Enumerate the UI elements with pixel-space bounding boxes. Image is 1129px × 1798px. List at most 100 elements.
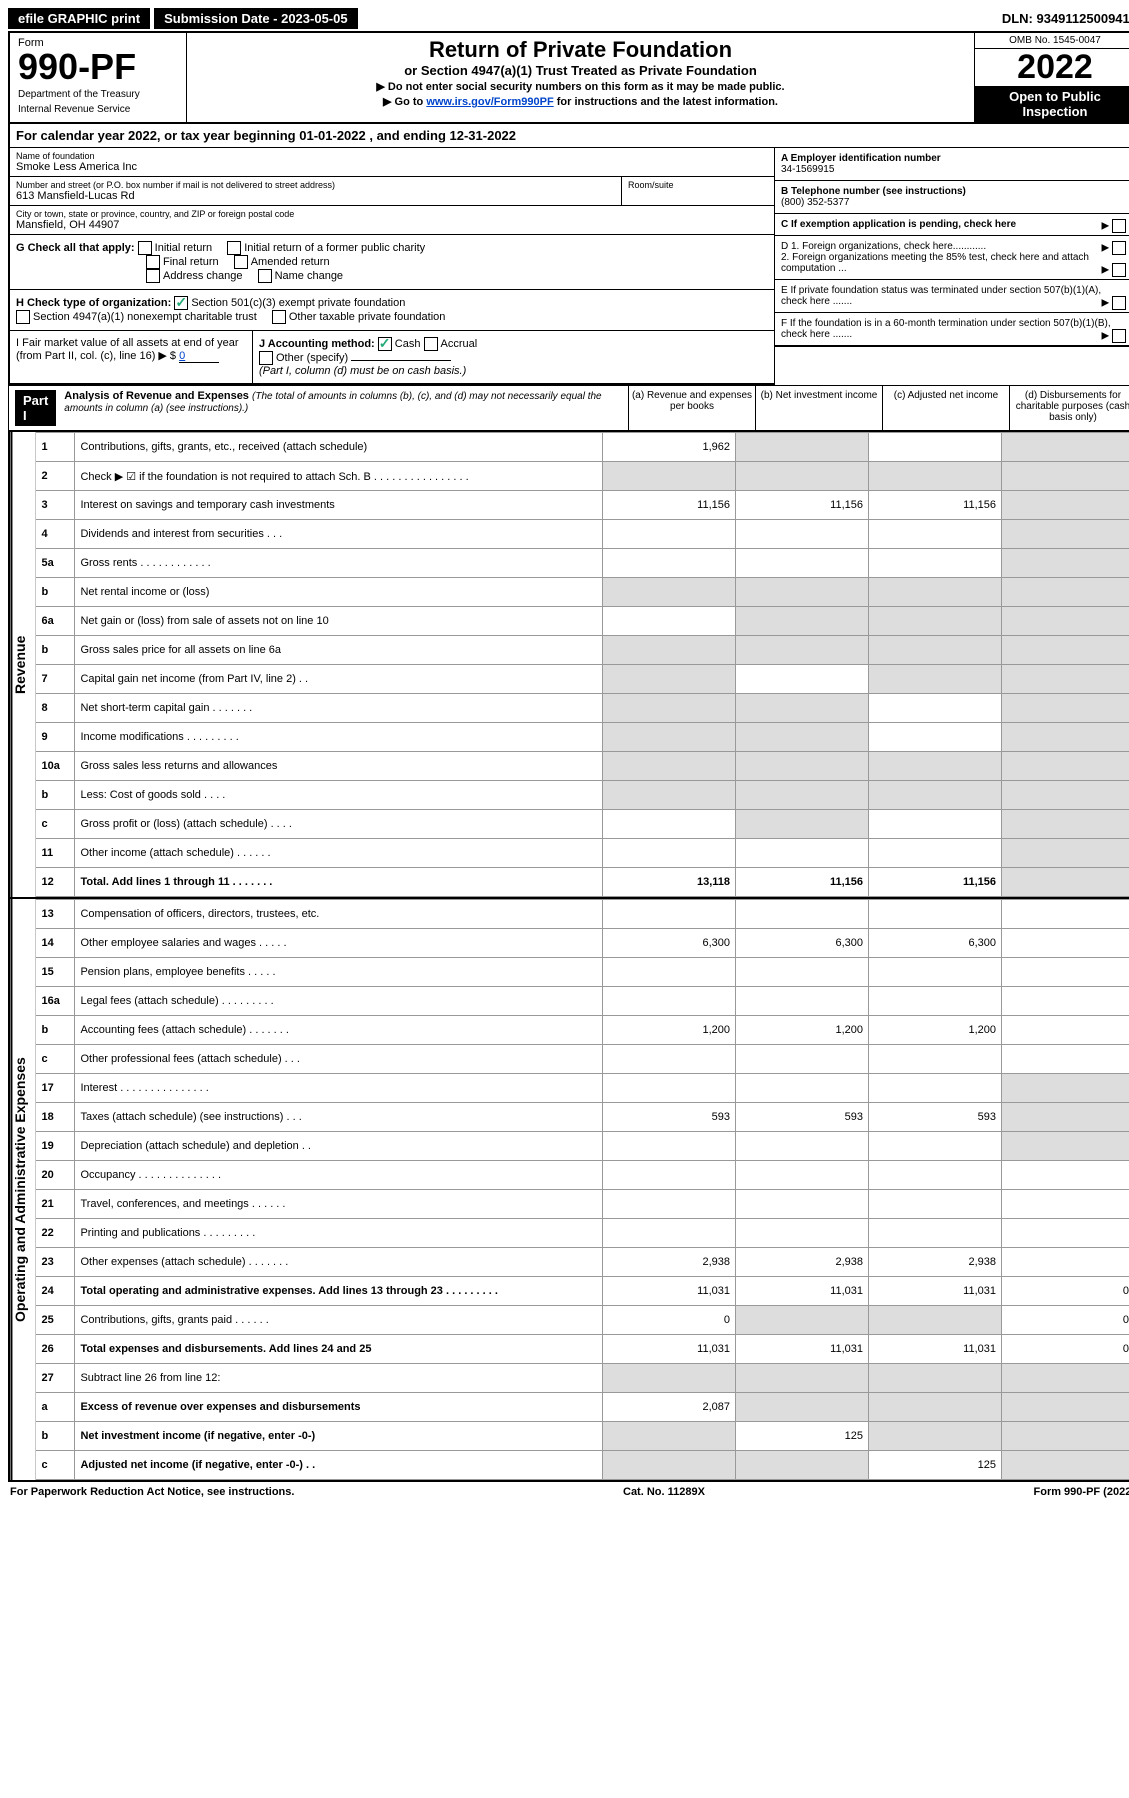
- j-box: J Accounting method: Cash Accrual Other …: [253, 331, 774, 383]
- chk-c[interactable]: [1112, 219, 1126, 233]
- table-row: cGross profit or (loss) (attach schedule…: [36, 810, 1129, 839]
- table-row: 16aLegal fees (attach schedule) . . . . …: [36, 987, 1129, 1016]
- efile-print-btn[interactable]: efile GRAPHIC print: [8, 8, 150, 29]
- table-row: bGross sales price for all assets on lin…: [36, 636, 1129, 665]
- j-note: (Part I, column (d) must be on cash basi…: [259, 365, 466, 377]
- name-cell: Name of foundation Smoke Less America In…: [10, 148, 774, 177]
- form-title: Return of Private Foundation: [191, 37, 970, 63]
- addr-cell: Number and street (or P.O. box number if…: [10, 177, 622, 206]
- tel-label: B Telephone number (see instructions): [781, 186, 966, 197]
- footer-right: Form 990-PF (2022): [1034, 1486, 1129, 1498]
- chk-name-change[interactable]: Name change: [258, 270, 344, 282]
- table-row: 12Total. Add lines 1 through 11 . . . . …: [36, 868, 1129, 897]
- table-row: 10aGross sales less returns and allowanc…: [36, 752, 1129, 781]
- j-label: J Accounting method:: [259, 338, 375, 350]
- table-row: 19Depreciation (attach schedule) and dep…: [36, 1132, 1129, 1161]
- table-row: bAccounting fees (attach schedule) . . .…: [36, 1016, 1129, 1045]
- table-row: 21Travel, conferences, and meetings . . …: [36, 1190, 1129, 1219]
- chk-other-method[interactable]: Other (specify): [259, 352, 348, 364]
- street-address: 613 Mansfield-Lucas Rd: [16, 190, 615, 202]
- year-box: OMB No. 1545-0047 2022 Open to Public In…: [974, 33, 1129, 122]
- i-j-row: I Fair market value of all assets at end…: [10, 331, 774, 385]
- page-footer: For Paperwork Reduction Act Notice, see …: [8, 1482, 1129, 1502]
- table-row: 5aGross rents . . . . . . . . . . . .: [36, 549, 1129, 578]
- irs-link[interactable]: www.irs.gov/Form990PF: [426, 96, 553, 108]
- chk-d2[interactable]: [1112, 263, 1126, 277]
- ein-label: A Employer identification number: [781, 153, 941, 164]
- chk-address[interactable]: Address change: [146, 270, 243, 282]
- chk-f[interactable]: [1112, 329, 1126, 343]
- room-label: Room/suite: [628, 180, 768, 190]
- room-cell: Room/suite: [622, 177, 774, 206]
- irs-text: Internal Revenue Service: [18, 104, 178, 115]
- dln-text: DLN: 93491125009413: [1002, 11, 1129, 26]
- part1-badge: Part I: [15, 390, 56, 426]
- table-row: 7Capital gain net income (from Part IV, …: [36, 665, 1129, 694]
- c-label: C If exemption application is pending, c…: [781, 219, 1016, 230]
- col-d-head: (d) Disbursements for charitable purpose…: [1009, 386, 1129, 430]
- table-row: 17Interest . . . . . . . . . . . . . . .: [36, 1074, 1129, 1103]
- i-value: 0: [179, 350, 219, 363]
- table-row: 1Contributions, gifts, grants, etc., rec…: [36, 433, 1129, 462]
- table-row: 24Total operating and administrative exp…: [36, 1277, 1129, 1306]
- revenue-side-label: Revenue: [10, 432, 35, 897]
- city-cell: City or town, state or province, country…: [10, 206, 774, 235]
- chk-amended[interactable]: Amended return: [234, 256, 330, 268]
- col-b-head: (b) Net investment income: [755, 386, 882, 430]
- c-box: C If exemption application is pending, c…: [775, 214, 1129, 236]
- chk-cash[interactable]: Cash: [378, 338, 421, 350]
- top-bar: efile GRAPHIC print Submission Date - 20…: [8, 8, 1129, 29]
- footer-mid: Cat. No. 11289X: [623, 1486, 705, 1498]
- calendar-year-row: For calendar year 2022, or tax year begi…: [8, 124, 1129, 148]
- form-subtitle: or Section 4947(a)(1) Trust Treated as P…: [191, 63, 970, 78]
- addr-row: Number and street (or P.O. box number if…: [10, 177, 774, 206]
- table-row: 15Pension plans, employee benefits . . .…: [36, 958, 1129, 987]
- part1-header-row: Part I Analysis of Revenue and Expenses …: [8, 385, 1129, 432]
- part1-left: Part I Analysis of Revenue and Expenses …: [9, 386, 628, 430]
- h-checkboxes: H Check type of organization: Section 50…: [10, 290, 774, 331]
- i-box: I Fair market value of all assets at end…: [10, 331, 253, 383]
- table-row: 13Compensation of officers, directors, t…: [36, 900, 1129, 929]
- omb-number: OMB No. 1545-0047: [975, 33, 1129, 49]
- col-a-head: (a) Revenue and expenses per books: [628, 386, 755, 430]
- table-row: bLess: Cost of goods sold . . . .: [36, 781, 1129, 810]
- chk-initial[interactable]: Initial return: [138, 242, 212, 254]
- g-label: G Check all that apply:: [16, 242, 135, 254]
- revenue-table: 1Contributions, gifts, grants, etc., rec…: [35, 432, 1129, 897]
- d2-label: 2. Foreign organizations meeting the 85%…: [781, 252, 1089, 274]
- cal-end: 12-31-2022: [450, 128, 517, 143]
- col-c-head: (c) Adjusted net income: [882, 386, 1009, 430]
- table-row: cAdjusted net income (if negative, enter…: [36, 1451, 1129, 1480]
- chk-e[interactable]: [1112, 296, 1126, 310]
- table-row: 18Taxes (attach schedule) (see instructi…: [36, 1103, 1129, 1132]
- table-row: bNet rental income or (loss): [36, 578, 1129, 607]
- cal-mid: , and ending: [366, 128, 450, 143]
- chk-other-tax[interactable]: Other taxable private foundation: [272, 311, 446, 323]
- city-state-zip: Mansfield, OH 44907: [16, 219, 768, 231]
- instr-ssn: ▶ Do not enter social security numbers o…: [191, 80, 970, 93]
- table-row: 25Contributions, gifts, grants paid . . …: [36, 1306, 1129, 1335]
- chk-d1[interactable]: [1112, 241, 1126, 255]
- form-number: 990-PF: [18, 49, 178, 85]
- table-row: 27Subtract line 26 from line 12:: [36, 1364, 1129, 1393]
- chk-accrual[interactable]: Accrual: [424, 338, 478, 350]
- chk-4947[interactable]: Section 4947(a)(1) nonexempt charitable …: [16, 311, 257, 323]
- f-label: F If the foundation is in a 60-month ter…: [781, 318, 1111, 340]
- form-header: Form 990-PF Department of the Treasury I…: [8, 31, 1129, 124]
- part1-title: Analysis of Revenue and Expenses: [64, 390, 249, 402]
- h-label: H Check type of organization:: [16, 297, 171, 309]
- info-left: Name of foundation Smoke Less America In…: [10, 148, 774, 385]
- table-row: bNet investment income (if negative, ent…: [36, 1422, 1129, 1451]
- instr-link-row: ▶ Go to www.irs.gov/Form990PF for instru…: [191, 95, 970, 108]
- table-row: aExcess of revenue over expenses and dis…: [36, 1393, 1129, 1422]
- submission-date-btn[interactable]: Submission Date - 2023-05-05: [154, 8, 358, 29]
- table-row: 6aNet gain or (loss) from sale of assets…: [36, 607, 1129, 636]
- d-box: D 1. Foreign organizations, check here..…: [775, 236, 1129, 280]
- chk-initial-former[interactable]: Initial return of a former public charit…: [227, 242, 425, 254]
- table-row: cOther professional fees (attach schedul…: [36, 1045, 1129, 1074]
- chk-501c3[interactable]: Section 501(c)(3) exempt private foundat…: [174, 297, 405, 309]
- revenue-layout: Revenue 1Contributions, gifts, grants, e…: [8, 432, 1129, 899]
- ein-value: 34-1569915: [781, 164, 834, 175]
- chk-final[interactable]: Final return: [146, 256, 219, 268]
- d1-label: D 1. Foreign organizations, check here..…: [781, 241, 986, 252]
